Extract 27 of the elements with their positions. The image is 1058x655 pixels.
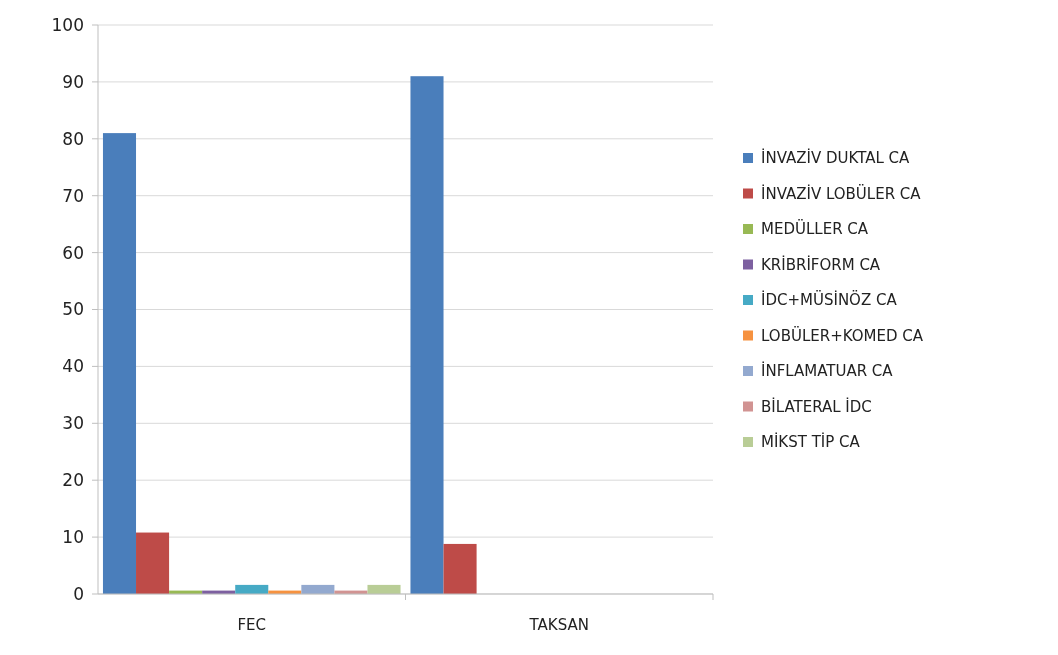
- legend-label: İNVAZİV DUKTAL CA: [761, 148, 910, 168]
- y-tick-label: 90: [62, 71, 84, 92]
- x-tick-label: FEC: [237, 616, 267, 634]
- legend-label: BİLATERAL İDC: [761, 396, 872, 416]
- legend-label: MİKST TİP CA: [761, 432, 861, 452]
- legend-label: İNFLAMATUAR CA: [761, 361, 894, 381]
- bar: [410, 76, 444, 594]
- legend-label: İDC+MÜSİNÖZ CA: [761, 290, 898, 310]
- y-tick-label: 80: [62, 128, 84, 149]
- legend-label: LOBÜLER+KOMED CA: [761, 325, 924, 345]
- y-tick-label: 40: [62, 356, 84, 377]
- x-tick-label: TAKSAN: [528, 616, 589, 634]
- bar: [443, 543, 477, 594]
- y-tick-label: 30: [62, 413, 84, 434]
- bar: [136, 532, 170, 594]
- y-tick-label: 10: [62, 527, 84, 548]
- y-tick-label: 100: [51, 14, 84, 35]
- y-tick-label: 20: [62, 470, 84, 491]
- y-tick-label: 0: [73, 583, 84, 604]
- y-tick-label: 60: [62, 242, 84, 263]
- legend-label: KRİBRİFORM CA: [761, 254, 881, 274]
- bar: [102, 133, 137, 594]
- legend-label: İNVAZİV LOBÜLER CA: [761, 183, 922, 203]
- y-tick-label: 50: [62, 299, 84, 320]
- y-tick-label: 70: [62, 185, 84, 206]
- bar: [367, 584, 401, 594]
- legend-label: MEDÜLLER CA: [761, 219, 869, 239]
